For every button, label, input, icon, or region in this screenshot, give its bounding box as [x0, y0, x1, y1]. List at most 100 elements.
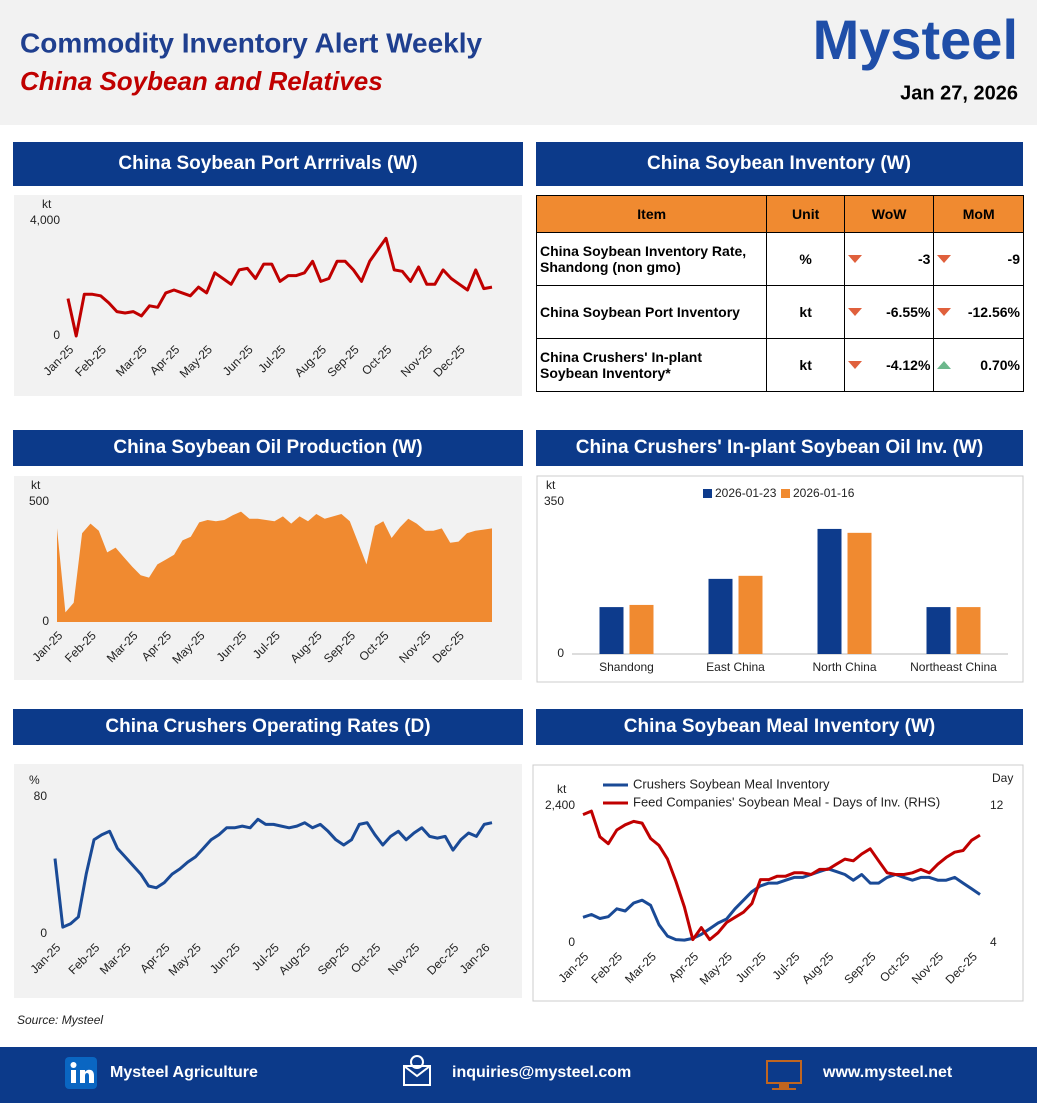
unit-cell: kt	[766, 285, 845, 339]
panel-title: China Soybean Oil Production (W)	[113, 437, 422, 458]
bar	[926, 607, 951, 654]
area	[57, 511, 492, 622]
table-header-row: Item Unit WoW MoM	[535, 195, 1024, 233]
unit-cell: %	[766, 232, 845, 286]
y-tick-label: 4	[990, 935, 997, 949]
y-axis-label: %	[29, 773, 40, 787]
panel-title: China Crushers Operating Rates (D)	[105, 716, 430, 737]
bar	[847, 532, 872, 654]
legend-label: Crushers Soybean Meal Inventory	[633, 776, 830, 791]
legend-label: 2026-01-16	[793, 486, 855, 500]
item-cell: China Soybean Port Inventory	[535, 285, 768, 339]
footer-email: inquiries@mysteel.com	[452, 1064, 631, 1081]
bar	[708, 578, 733, 654]
x-tick-label: North China	[812, 660, 876, 674]
y-tick-label: 0	[42, 614, 49, 628]
table-row: China Soybean Inventory Rate, Shandong (…	[535, 232, 1024, 286]
y-tick-label: 80	[34, 789, 48, 803]
bar	[738, 575, 763, 654]
y-tick-label: 0	[40, 926, 47, 940]
unit-cell: kt	[766, 338, 845, 392]
column-header: Item	[535, 195, 768, 233]
wow-cell: -6.55%	[843, 285, 935, 339]
line	[582, 809, 981, 942]
legend-label: 2026-01-23	[715, 486, 777, 500]
panel-header	[536, 142, 1023, 186]
trend-arrow	[937, 361, 952, 369]
bar	[599, 607, 624, 654]
panel-header	[536, 430, 1023, 466]
y-tick-label: 500	[29, 494, 49, 508]
y-axis-label: kt	[42, 197, 52, 211]
panel-title: China Soybean Port Arrrivals (W)	[118, 153, 417, 174]
bar	[629, 604, 654, 654]
y-tick-label: 0	[53, 328, 60, 342]
x-tick-label: East China	[706, 660, 765, 674]
wow-value: -3	[917, 251, 931, 267]
panel-header	[536, 709, 1023, 745]
web-icon	[766, 1060, 802, 1090]
trend-arrow	[847, 361, 862, 369]
x-tick-label: Northeast China	[910, 660, 997, 674]
bar	[817, 528, 842, 654]
mom-value: -9	[1007, 251, 1020, 267]
wow-cell: -4.12%	[843, 338, 935, 392]
legend-swatch	[781, 489, 790, 498]
footer-website: www.mysteel.net	[822, 1064, 953, 1081]
report-title: Commodity Inventory Alert Weekly	[20, 27, 483, 58]
mom-cell: -9	[933, 232, 1024, 286]
line	[66, 236, 493, 338]
email-icon	[403, 1055, 431, 1086]
y-tick-label: 4,000	[30, 213, 60, 227]
wow-cell: -3	[843, 232, 935, 286]
table-row: China Crushers' In-plant Soybean Invento…	[535, 338, 1024, 392]
y-axis-label: kt	[557, 782, 567, 796]
header-bg	[0, 0, 1037, 125]
inventory-table: Item Unit WoW MoM China Soybean Inventory Ra…	[535, 195, 1024, 392]
chart-panel	[14, 764, 522, 998]
line	[582, 867, 981, 942]
y-tick-label: 2,400	[545, 798, 575, 812]
y-tick-label: 350	[544, 494, 564, 508]
x-tick-label: Shandong	[599, 660, 654, 674]
linkedin-icon	[65, 1057, 97, 1089]
mom-cell: 0.70%	[933, 338, 1024, 392]
legend-label: Feed Companies' Soybean Meal - Days of I…	[633, 794, 940, 809]
panel-header	[13, 430, 523, 466]
report-subtitle: China Soybean and Relatives	[20, 66, 383, 96]
panel-header	[13, 709, 523, 745]
panel-title: China Soybean Meal Inventory (W)	[624, 716, 935, 737]
legend-swatch	[703, 489, 712, 498]
table-row: China Soybean Port Inventory kt -6.55% -12.…	[535, 285, 1024, 339]
report-date: Jan 27, 2026	[900, 82, 1018, 104]
mom-value: 0.70%	[980, 357, 1020, 373]
y-axis-label: kt	[546, 478, 556, 492]
trend-arrow	[937, 308, 952, 316]
y-axis-label: kt	[31, 478, 41, 492]
y-tick-label: 0	[568, 935, 575, 949]
mom-cell: -12.56%	[933, 285, 1024, 339]
item-cell: China Soybean Inventory Rate, Shandong (…	[535, 232, 768, 286]
y-tick-label: 0	[557, 646, 564, 660]
column-header: WoW	[843, 195, 935, 233]
footer-bg	[0, 1047, 1037, 1103]
y-tick-label: 12	[990, 798, 1004, 812]
trend-arrow	[847, 255, 862, 263]
bar	[956, 607, 981, 654]
panel-header	[13, 142, 523, 186]
column-header: Unit	[766, 195, 845, 233]
source: Source: Mysteel	[17, 1013, 103, 1027]
line	[53, 817, 493, 929]
trend-arrow	[847, 308, 862, 316]
logo: Mysteel	[813, 8, 1018, 71]
panel-title: China Soybean Inventory (W)	[647, 153, 911, 174]
wow-value: -6.55%	[886, 304, 931, 320]
trend-arrow	[937, 255, 952, 263]
footer-linkedin: Mysteel Agriculture	[110, 1064, 258, 1081]
y2-axis-label: Day	[992, 771, 1013, 785]
item-cell: China Crushers' In-plant Soybean Invento…	[535, 338, 768, 392]
panel-title: China Crushers' In-plant Soybean Oil Inv…	[576, 437, 983, 458]
column-header: MoM	[933, 195, 1024, 233]
